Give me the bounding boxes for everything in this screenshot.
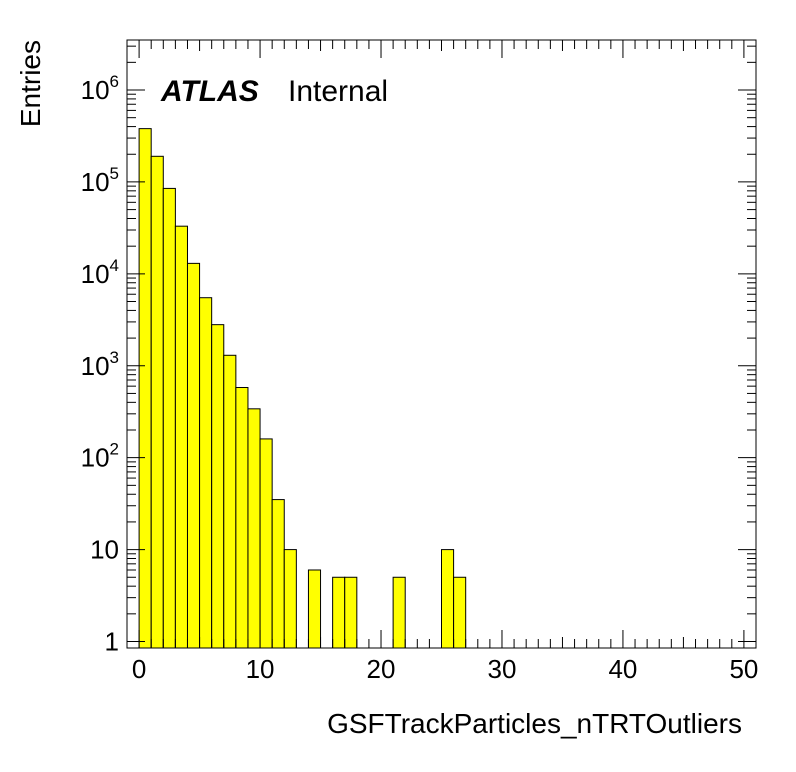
y-tick-label: 104: [81, 256, 119, 289]
atlas-label: ATLAS: [160, 75, 259, 108]
histogram-bin: [247, 408, 261, 649]
x-tick-label: 10: [246, 654, 275, 684]
y-tick-label: 10: [90, 535, 119, 565]
histogram-bars: [138, 128, 467, 649]
y-tick-label: 106: [81, 72, 119, 105]
histogram-bin: [199, 297, 213, 649]
histogram-bin: [174, 225, 188, 649]
histogram-bin: [332, 576, 346, 649]
histogram-bin: [283, 549, 297, 649]
x-tick-label: 40: [608, 654, 637, 684]
x-axis-title: GSFTrackParticles_nTRTOutliers: [327, 708, 742, 739]
histogram-bin: [259, 438, 273, 649]
y-axis-title: Entries: [15, 40, 46, 127]
axis-ticks: [127, 40, 756, 648]
histogram-bin: [392, 576, 406, 649]
y-tick-label: 105: [81, 164, 119, 197]
histogram-bin: [453, 576, 467, 649]
x-tick-label: 30: [488, 654, 517, 684]
histogram-bin: [271, 499, 285, 649]
y-tick-label: 1: [105, 627, 119, 657]
x-tick-label: 50: [729, 654, 758, 684]
histogram-bin: [307, 569, 322, 649]
y-tick-labels: 1 10 102 103 104 105 106: [81, 72, 119, 657]
x-tick-label: 20: [367, 654, 396, 684]
x-tick-labels: 0 10 20 30 40 50: [132, 654, 759, 684]
histogram-bin: [186, 262, 201, 649]
histogram-bin: [344, 576, 358, 649]
internal-label: Internal: [288, 75, 388, 108]
histogram-bin: [150, 155, 164, 649]
histogram-bin: [235, 387, 249, 649]
y-tick-label: 103: [81, 348, 119, 381]
histogram-bin: [441, 549, 455, 649]
x-tick-label: 0: [132, 654, 146, 684]
histogram-bin: [138, 128, 152, 649]
histogram-bin: [223, 354, 237, 649]
y-tick-label: 102: [81, 440, 119, 473]
histogram-bin: [162, 187, 176, 649]
histogram-bin: [211, 324, 225, 649]
